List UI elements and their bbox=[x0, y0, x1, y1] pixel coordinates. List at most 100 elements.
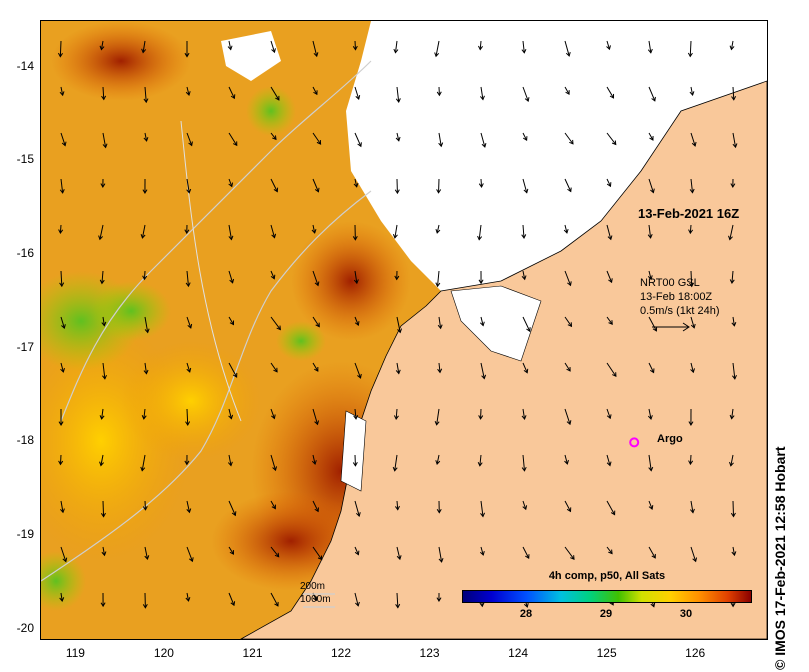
wind-arrow bbox=[396, 592, 399, 608]
wind-arrow bbox=[312, 316, 320, 327]
wind-arrow-head bbox=[142, 604, 148, 609]
wind-arrow bbox=[606, 546, 613, 554]
isobath-200m-label: 200m bbox=[300, 581, 326, 592]
wind-arrow-head bbox=[188, 557, 194, 563]
wind-arrow-head bbox=[227, 461, 233, 467]
wind-arrow bbox=[564, 178, 572, 192]
wind-arrow-head bbox=[479, 95, 485, 101]
isobath-1000m-label: 1000m bbox=[300, 594, 331, 605]
wind-arrow-head bbox=[607, 235, 613, 241]
x-tick-label: 125 bbox=[596, 646, 617, 660]
wind-arrow bbox=[141, 454, 146, 471]
wind-arrow bbox=[606, 132, 617, 145]
wind-arrow-head bbox=[353, 415, 359, 420]
wind-vector-field bbox=[57, 40, 738, 609]
wind-arrow bbox=[606, 40, 610, 50]
wind-arrow bbox=[690, 316, 695, 328]
wind-arrow bbox=[102, 86, 105, 100]
wind-arrow bbox=[648, 178, 654, 193]
wind-arrow-head bbox=[101, 95, 107, 101]
wind-arrow bbox=[438, 546, 443, 563]
wind-arrow bbox=[186, 592, 190, 602]
wind-arrow-head bbox=[478, 415, 484, 420]
wind-arrow-head bbox=[61, 141, 67, 147]
wind-arrow-head bbox=[437, 324, 443, 330]
wind-arrow-head bbox=[728, 235, 733, 241]
wind-arrow bbox=[143, 270, 146, 280]
wind-arrow bbox=[564, 546, 575, 560]
wind-arrow bbox=[606, 270, 613, 283]
wind-arrow bbox=[648, 454, 652, 471]
wind-arrow-head bbox=[647, 48, 653, 54]
wind-arrow bbox=[564, 132, 574, 145]
wind-arrow bbox=[144, 86, 147, 103]
wind-arrow-head bbox=[102, 143, 108, 149]
wind-arrow-head bbox=[435, 460, 441, 465]
wind-arrow-head bbox=[59, 91, 65, 97]
cool-patch bbox=[121, 341, 261, 461]
wind-arrow-head bbox=[272, 466, 278, 472]
map-timestamp: 13-Feb-2021 16Z bbox=[638, 206, 740, 221]
wind-arrow bbox=[186, 86, 190, 96]
wind-arrow-head bbox=[102, 374, 107, 380]
wind-arrow bbox=[730, 454, 734, 466]
wind-arrow bbox=[689, 40, 692, 57]
wind-arrow-head bbox=[271, 48, 276, 54]
wind-arrow bbox=[690, 132, 696, 147]
wind-arrow bbox=[732, 500, 735, 517]
wind-arrow bbox=[354, 132, 362, 147]
wind-arrow-head bbox=[142, 275, 148, 281]
wind-arrow bbox=[228, 316, 234, 325]
wind-arrow bbox=[144, 316, 149, 333]
wind-arrow-head bbox=[58, 229, 64, 235]
wind-arrow-head bbox=[651, 96, 656, 102]
wind-arrow bbox=[354, 316, 359, 326]
wind-arrow-head bbox=[481, 374, 487, 380]
cool-patch bbox=[41, 551, 86, 611]
wind-arrow bbox=[312, 86, 318, 95]
wind-arrow bbox=[102, 132, 107, 148]
wind-arrow-head bbox=[317, 555, 323, 561]
wind-arrow-head bbox=[521, 415, 527, 420]
wind-arrow bbox=[60, 316, 65, 329]
wind-arrow bbox=[270, 408, 275, 419]
wind-arrow-head bbox=[650, 188, 655, 194]
wind-arrow-head bbox=[232, 372, 238, 378]
wind-arrow-head bbox=[229, 320, 235, 326]
wind-arrow-head bbox=[274, 552, 280, 558]
wind-arrow bbox=[648, 546, 656, 559]
wind-arrow bbox=[732, 86, 735, 100]
wind-arrow bbox=[144, 362, 147, 374]
wind-arrow-head bbox=[187, 323, 193, 329]
wind-arrow bbox=[479, 454, 482, 466]
argo-float-marker[interactable] bbox=[629, 437, 640, 448]
wind-arrow bbox=[312, 362, 319, 372]
y-tick-label: -20 bbox=[16, 620, 34, 635]
wind-arrow bbox=[522, 454, 525, 471]
wind-arrow bbox=[690, 500, 694, 513]
wind-arrow bbox=[144, 546, 148, 560]
wind-arrow bbox=[606, 316, 613, 325]
wind-arrow-head bbox=[100, 602, 106, 608]
wind-arrow-head bbox=[652, 326, 658, 332]
wind-arrow bbox=[732, 362, 736, 379]
wind-arrow-head bbox=[611, 140, 617, 146]
wind-arrow-head bbox=[394, 189, 400, 195]
wind-arrow-head bbox=[395, 369, 401, 375]
wind-arrow-head bbox=[232, 141, 238, 147]
wind-arrow-head bbox=[480, 512, 486, 518]
wind-arrow-head bbox=[185, 282, 191, 288]
wind-arrow bbox=[648, 86, 656, 102]
wind-arrow-head bbox=[523, 368, 529, 374]
wind-arrow bbox=[186, 362, 191, 373]
wind-arrow-head bbox=[141, 415, 147, 420]
wind-arrow-head bbox=[184, 460, 190, 466]
y-tick-label: -19 bbox=[16, 527, 34, 541]
wind-arrow bbox=[60, 270, 63, 287]
wind-arrow-head bbox=[521, 234, 527, 239]
wind-arrow bbox=[228, 178, 233, 187]
wind-arrow bbox=[99, 224, 104, 240]
wind-arrow-head bbox=[481, 142, 487, 148]
wind-arrow bbox=[312, 270, 319, 286]
wind-arrow-head bbox=[314, 420, 320, 426]
